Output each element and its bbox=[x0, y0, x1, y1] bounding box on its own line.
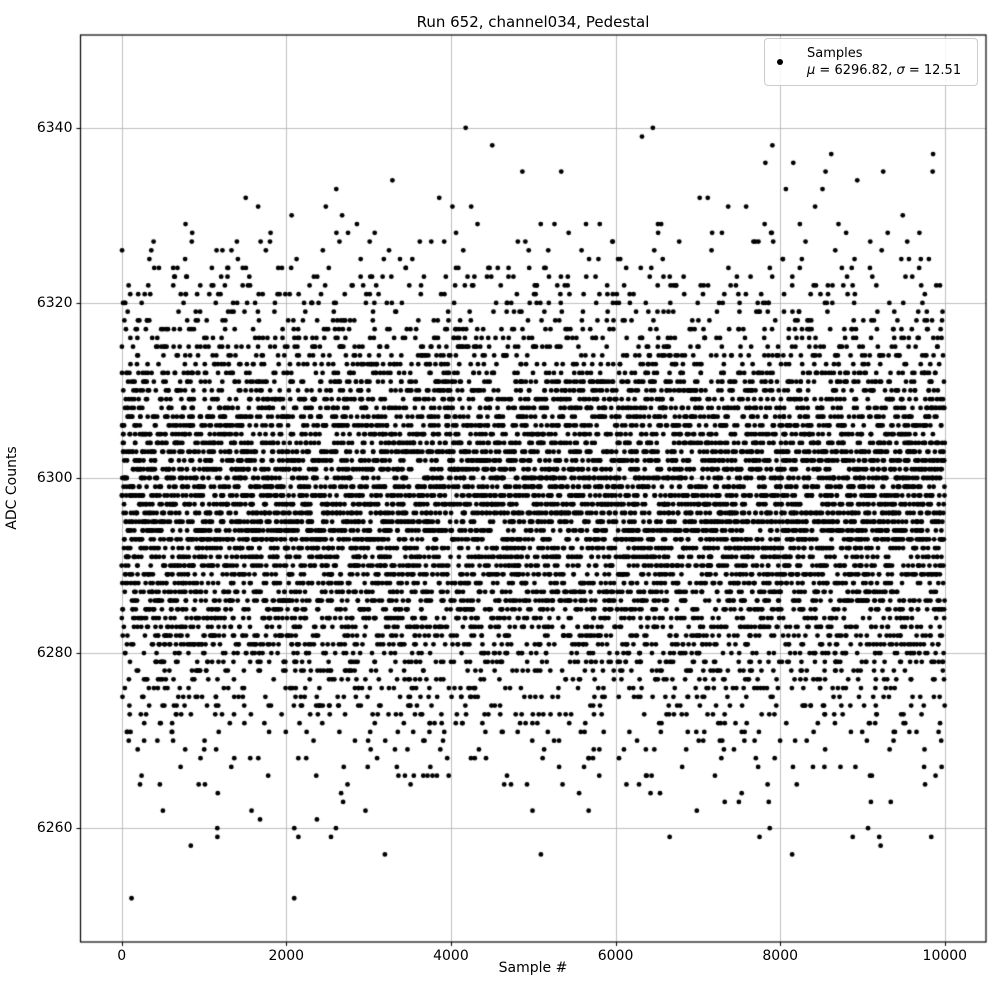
chart-title: Run 652, channel034, Pedestal bbox=[416, 13, 650, 31]
y-tick-label: 6260 bbox=[36, 820, 73, 837]
sigma-value: = 12.51 bbox=[904, 63, 962, 78]
y-tick-label: 6300 bbox=[36, 469, 73, 486]
x-tick-label: 0 bbox=[117, 948, 127, 964]
legend-entry-samples: Samples bbox=[807, 46, 863, 61]
legend-sample-marker-icon bbox=[777, 59, 783, 65]
y-axis-label: ADC Counts bbox=[4, 446, 20, 530]
legend-box: Samples μ = 6296.82, σ = 12.51 bbox=[764, 38, 978, 86]
x-tick-label: 8000 bbox=[762, 948, 799, 964]
y-tick-label: 6280 bbox=[36, 645, 73, 662]
legend-text: Samples μ = 6296.82, σ = 12.51 bbox=[807, 45, 961, 79]
legend-entry-stats: μ = 6296.82, σ = 12.51 bbox=[807, 62, 961, 79]
y-tick-label: 6320 bbox=[36, 294, 73, 311]
y-tick-label: 6340 bbox=[36, 119, 73, 136]
x-axis-label: Sample # bbox=[498, 960, 568, 976]
x-tick-label: 10000 bbox=[922, 948, 968, 964]
x-tick-label: 4000 bbox=[433, 948, 469, 964]
x-tick-label: 6000 bbox=[597, 948, 634, 964]
x-tick-label: 2000 bbox=[268, 948, 305, 964]
mu-value: = 6296.82, bbox=[815, 63, 897, 78]
mu-symbol: μ bbox=[807, 63, 816, 78]
legend-marker-column bbox=[777, 59, 807, 65]
sigma-symbol: σ bbox=[896, 63, 905, 78]
